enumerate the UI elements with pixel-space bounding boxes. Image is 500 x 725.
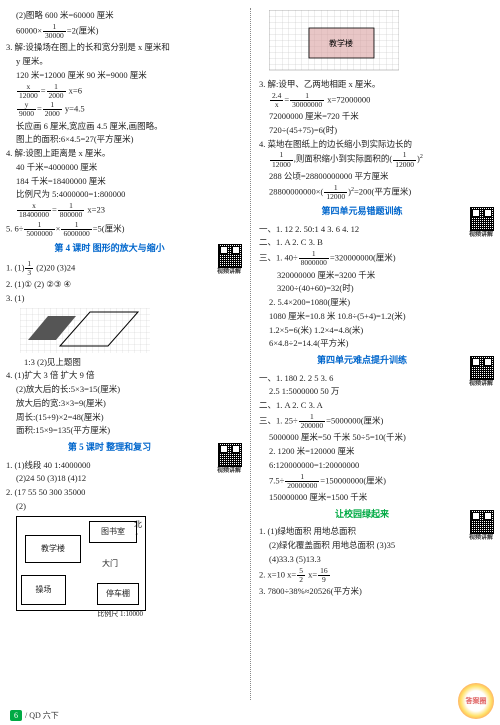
formula: 2. x=10 x=52 x=169 bbox=[259, 567, 494, 585]
heading-lesson5: 第 5 课时 整理和复习 视频讲解 bbox=[6, 441, 242, 455]
text: 6:120000000=1:20000000 bbox=[259, 459, 494, 472]
text: (2) bbox=[6, 500, 242, 513]
qr-code[interactable]: 视频讲解 bbox=[468, 207, 494, 240]
text: 1.2×5=6(米) 1.2×4=4.8(米) bbox=[259, 324, 494, 337]
watermark-logo: 答案圈 bbox=[458, 683, 494, 719]
qr-icon bbox=[470, 510, 494, 534]
room-gate: 大门 bbox=[95, 557, 125, 571]
qr-code[interactable]: 视频讲解 bbox=[216, 244, 242, 277]
formula: 三、1. 40÷18000000=320000000(厘米) bbox=[259, 250, 494, 268]
qr-icon bbox=[470, 207, 494, 231]
text: 二、1. A 2. C 3. A bbox=[259, 399, 494, 412]
formula: y9000=12000 y=4.5 bbox=[6, 101, 242, 119]
text: 3. 解:设甲、乙两地相距 x 厘米。 bbox=[259, 78, 494, 91]
grid-diagram: 教学楼 bbox=[269, 10, 494, 76]
text: 6×4.8÷2=14.4(平方米) bbox=[259, 337, 494, 350]
text: 184 千米=18400000 厘米 bbox=[6, 175, 242, 188]
scale-label: 比例尺 1:10000 bbox=[97, 609, 143, 620]
text: 150000000 厘米=1500 千米 bbox=[259, 491, 494, 504]
text: 2. 1200 米=120000 厘米 bbox=[259, 445, 494, 458]
text: 320000000 厘米=3200 千米 bbox=[259, 269, 494, 282]
text: (2)24 50 (3)18 (4)12 bbox=[6, 472, 242, 485]
text: 3. (1) bbox=[6, 292, 242, 305]
qr-icon bbox=[218, 244, 242, 268]
text: 4. 菜地在图纸上的边长缩小到实际边长的 bbox=[259, 138, 494, 151]
text: 40 千米=4000000 厘米 bbox=[6, 161, 242, 174]
room-teaching: 教学楼 bbox=[25, 535, 81, 563]
text: 图上的面积:6×4.5=27(平方厘米) bbox=[6, 133, 242, 146]
formula: 112000,则面积缩小到实际面积的(112000)2 bbox=[259, 151, 494, 169]
text: 1. (1)线段 40 1:4000000 bbox=[6, 459, 242, 472]
qr-code[interactable]: 视频讲解 bbox=[468, 356, 494, 389]
text: 3. 7800÷38%≈20526(平方米) bbox=[259, 585, 494, 598]
room-library: 图书室 bbox=[89, 521, 137, 543]
formula: 三、1. 25÷1200000=5000000(厘米) bbox=[259, 413, 494, 431]
text: 一、1. 180 2. 2 5 3. 6 bbox=[259, 372, 494, 385]
formula: 5. 6÷15000000×16000000=5(厘米) bbox=[6, 221, 242, 239]
text: 二、1. A 2. C 3. B bbox=[259, 236, 494, 249]
room-parking: 停车棚 bbox=[97, 583, 139, 605]
text: 5000000 厘米=50 千米 50÷5=10(千米) bbox=[259, 431, 494, 444]
formula: 28800000000×(112000)2=200(平方厘米) bbox=[259, 184, 494, 202]
text: 1080 厘米=10.8 米 10.8÷(5+4)=1.2(米) bbox=[259, 310, 494, 323]
text: (2)放大后的长:5×3=15(厘米) bbox=[6, 383, 242, 396]
qr-icon bbox=[470, 356, 494, 380]
text: 周长:(15+9)×2=48(厘米) bbox=[6, 411, 242, 424]
text: 3. 解:设操场在图上的长和宽分别是 x 厘米和 bbox=[6, 41, 242, 54]
page-number: 6 bbox=[10, 710, 22, 721]
text: 1:3 (2)见上题图 bbox=[6, 356, 242, 369]
heading-green-campus: 让校园绿起来 视频讲解 bbox=[259, 508, 494, 522]
formula: x18400000=1800000 x=23 bbox=[6, 202, 242, 220]
right-column: 教学楼 3. 解:设甲、乙两地相距 x 厘米。 2.4x=130000000 x… bbox=[250, 8, 494, 700]
text: 2. (1)① (2) ②③ ④ bbox=[6, 278, 242, 291]
text: (2)绿化覆盖面积 用地总面积 (3)35 bbox=[259, 539, 494, 552]
text: y 厘米。 bbox=[6, 55, 242, 68]
text: 一、1. 12 2. 50:1 4 3. 6 4. 12 bbox=[259, 223, 494, 236]
qr-code[interactable]: 视频讲解 bbox=[468, 510, 494, 543]
qr-code[interactable]: 视频讲解 bbox=[216, 443, 242, 476]
text: 1. (1)绿地面积 用地总面积 bbox=[259, 525, 494, 538]
left-column: (2)图略 600 米=60000 厘米 60000×130000=2(厘米) … bbox=[6, 8, 250, 700]
campus-layout-diagram: 北 ↑ 图书室 教学楼 大门 操场 停车棚 比例尺 1:10000 bbox=[16, 516, 146, 611]
text: 比例尺为 5:4000000=1:800000 bbox=[6, 188, 242, 201]
text: 120 米=12000 厘米 90 米=9000 厘米 bbox=[6, 69, 242, 82]
page-footer: 6/ QD 六下 bbox=[10, 710, 59, 721]
heading-unit4-hard: 第四单元难点提升训练 视频讲解 bbox=[259, 354, 494, 368]
formula: 2.4x=130000000 x=72000000 bbox=[259, 92, 494, 110]
text: 4. (1)扩大 3 倍 扩大 9 倍 bbox=[6, 369, 242, 382]
formula: x12000=12000 x=6 bbox=[6, 83, 242, 101]
text: 长应画 6 厘米,宽应画 4.5 厘米,画图略。 bbox=[6, 120, 242, 133]
heading-unit4-errors: 第四单元易错题训练 视频讲解 bbox=[259, 205, 494, 219]
text: 4. 解:设图上距离是 x 厘米。 bbox=[6, 147, 242, 160]
text: 3200÷(40+60)=32(时) bbox=[259, 282, 494, 295]
formula: 7.5÷120000000=150000000(厘米) bbox=[259, 473, 494, 491]
text: 288 公顷=28800000000 平方厘米 bbox=[259, 170, 494, 183]
room-field: 操场 bbox=[21, 575, 66, 605]
text: 面积:15×9=135(平方厘米) bbox=[6, 424, 242, 437]
parallelogram-diagram bbox=[20, 308, 242, 353]
grid-label: 教学楼 bbox=[329, 38, 353, 48]
heading-lesson4: 第 4 课时 图形的放大与缩小 视频讲解 bbox=[6, 242, 242, 256]
text: 2.5 1:5000000 50 万 bbox=[259, 385, 494, 398]
text: (2)图略 600 米=60000 厘米 bbox=[6, 9, 242, 22]
text: 2. 5.4×200=1080(厘米) bbox=[259, 296, 494, 309]
book-code: / QD 六下 bbox=[25, 711, 59, 720]
text: 720÷(45+75)=6(时) bbox=[259, 124, 494, 137]
qr-icon bbox=[218, 443, 242, 467]
text: (4)33.3 (5)13.3 bbox=[259, 553, 494, 566]
text: 72000000 厘米=720 千米 bbox=[259, 110, 494, 123]
text: 2. (17 55 50 300 35000 bbox=[6, 486, 242, 499]
formula: 60000×130000=2(厘米) bbox=[6, 23, 242, 41]
text: 放大后的宽:3×3=9(厘米) bbox=[6, 397, 242, 410]
text: 1. (1)13 (2)20 (3)24 bbox=[6, 260, 242, 278]
